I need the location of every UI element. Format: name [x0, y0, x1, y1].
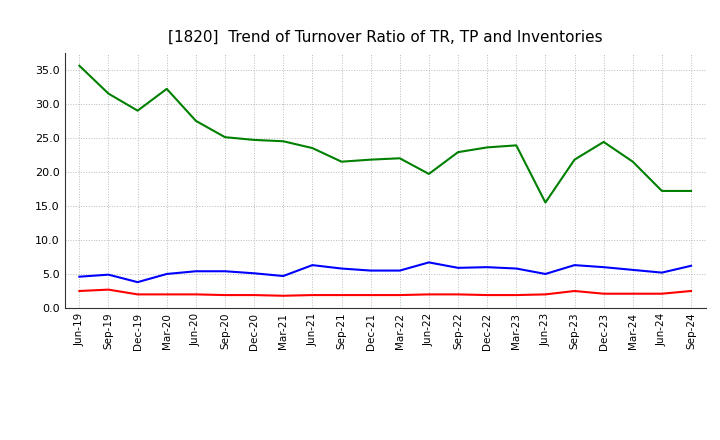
Line: Inventories: Inventories: [79, 66, 691, 202]
Inventories: [687, 188, 696, 194]
Title: [1820]  Trend of Turnover Ratio of TR, TP and Inventories: [1820] Trend of Turnover Ratio of TR, TP…: [168, 29, 603, 45]
Inventories: [220, 135, 229, 140]
Inventories: [133, 108, 142, 113]
Inventories: [570, 157, 579, 162]
Trade Payables: [629, 267, 637, 272]
Trade Receivables: [512, 293, 521, 298]
Trade Payables: [454, 265, 462, 271]
Trade Payables: [104, 272, 113, 277]
Inventories: [541, 200, 550, 205]
Trade Receivables: [133, 292, 142, 297]
Inventories: [657, 188, 666, 194]
Inventories: [599, 139, 608, 145]
Inventories: [425, 171, 433, 176]
Trade Receivables: [250, 293, 258, 298]
Trade Payables: [395, 268, 404, 273]
Trade Payables: [366, 268, 375, 273]
Trade Payables: [541, 271, 550, 277]
Trade Payables: [308, 263, 317, 268]
Inventories: [483, 145, 492, 150]
Trade Payables: [657, 270, 666, 275]
Trade Payables: [133, 279, 142, 285]
Trade Receivables: [279, 293, 287, 298]
Trade Receivables: [163, 292, 171, 297]
Inventories: [308, 146, 317, 151]
Trade Payables: [512, 266, 521, 271]
Inventories: [75, 63, 84, 68]
Inventories: [366, 157, 375, 162]
Trade Receivables: [75, 288, 84, 293]
Trade Payables: [279, 273, 287, 279]
Trade Payables: [599, 264, 608, 270]
Inventories: [512, 143, 521, 148]
Trade Receivables: [192, 292, 200, 297]
Inventories: [104, 91, 113, 96]
Trade Payables: [337, 266, 346, 271]
Inventories: [250, 137, 258, 143]
Trade Receivables: [657, 291, 666, 297]
Trade Receivables: [366, 293, 375, 298]
Trade Receivables: [220, 293, 229, 298]
Trade Receivables: [337, 293, 346, 298]
Inventories: [192, 118, 200, 124]
Inventories: [454, 150, 462, 155]
Trade Receivables: [570, 288, 579, 293]
Inventories: [279, 139, 287, 144]
Trade Receivables: [541, 292, 550, 297]
Line: Trade Payables: Trade Payables: [79, 262, 691, 282]
Trade Receivables: [599, 291, 608, 297]
Trade Receivables: [395, 293, 404, 298]
Inventories: [629, 159, 637, 164]
Inventories: [163, 86, 171, 92]
Trade Receivables: [308, 293, 317, 298]
Trade Receivables: [483, 293, 492, 298]
Trade Receivables: [454, 292, 462, 297]
Trade Payables: [75, 274, 84, 279]
Trade Payables: [192, 268, 200, 274]
Trade Payables: [250, 271, 258, 276]
Line: Trade Receivables: Trade Receivables: [79, 290, 691, 296]
Trade Receivables: [629, 291, 637, 297]
Trade Receivables: [687, 288, 696, 293]
Trade Payables: [425, 260, 433, 265]
Trade Payables: [570, 263, 579, 268]
Inventories: [337, 159, 346, 164]
Trade Payables: [687, 263, 696, 268]
Inventories: [395, 156, 404, 161]
Trade Payables: [163, 271, 171, 277]
Trade Receivables: [104, 287, 113, 292]
Trade Payables: [483, 264, 492, 270]
Trade Receivables: [425, 292, 433, 297]
Trade Payables: [220, 268, 229, 274]
